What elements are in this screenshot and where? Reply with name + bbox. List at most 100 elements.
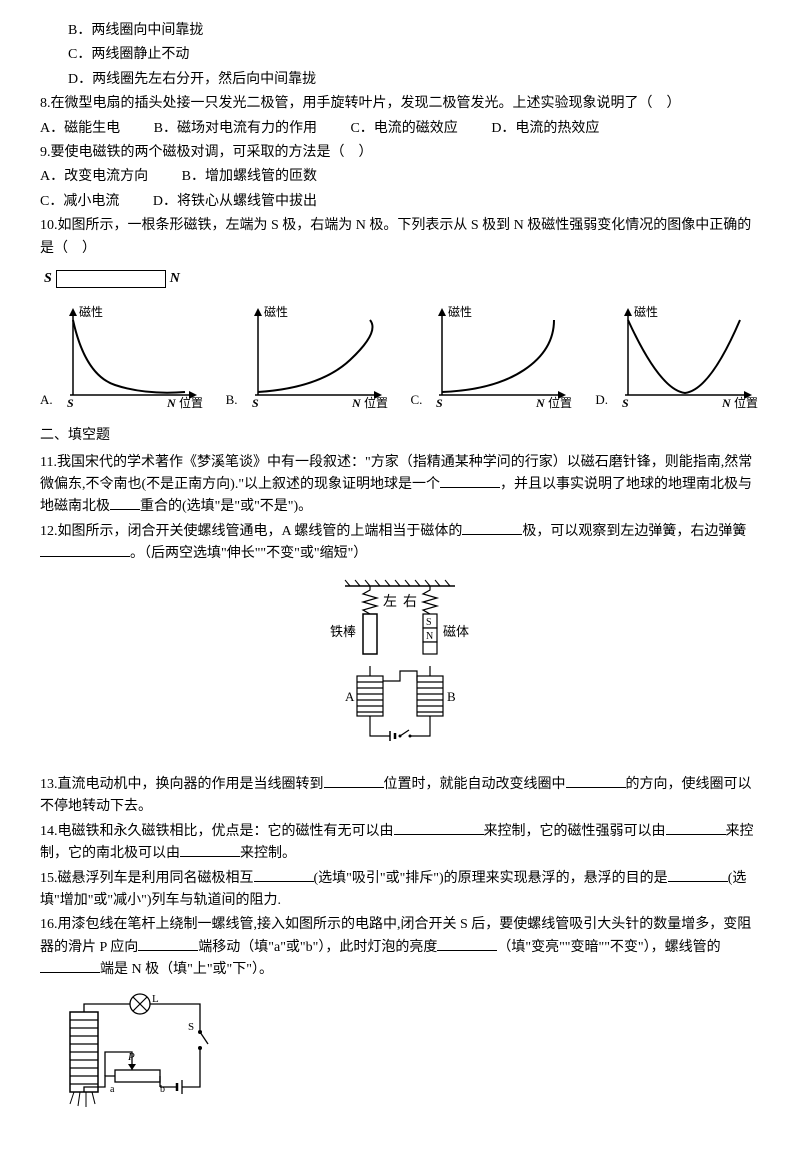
svg-text:磁性: 磁性 (448, 304, 472, 319)
svg-text:a: a (110, 1084, 115, 1095)
svg-text:位置: 位置 (734, 395, 758, 410)
graph-c-label: C. (410, 390, 422, 411)
coil-a (357, 666, 383, 716)
svg-text:S: S (67, 396, 74, 410)
svg-text:S: S (252, 396, 259, 410)
q16: 16.用漆包线在笔杆上绕制一螺线管,接入如图所示的电路中,闭合开关 S 后，要使… (40, 914, 760, 981)
svg-text:N: N (351, 396, 362, 410)
svg-text:S: S (426, 617, 432, 628)
q8-opt-b: B．磁场对电流有力的作用 (154, 121, 317, 136)
q10-stem: 10.如图所示，一根条形磁铁，左端为 S 极，右端为 N 极。下列表示从 S 极… (40, 215, 760, 260)
graph-d-label: D. (595, 390, 608, 411)
q12-part3: 。（后两空选填"伸长""不变"或"缩短"） (130, 546, 367, 561)
q11-blank1 (440, 474, 500, 488)
svg-text:b: b (160, 1084, 165, 1095)
q7-opt-c: C．两线圈静止不动 (40, 44, 760, 66)
graph-c-svg: 磁性 S N 位置 (424, 300, 574, 410)
q12-figure: 左 右 铁棒 S N 磁体 A B (40, 576, 760, 764)
q13-blank2 (566, 774, 626, 788)
svg-text:S: S (622, 396, 629, 410)
q12: 12.如图所示，闭合开关使螺线管通电，A 螺线管的上端相当于磁体的 极，可以观察到… (40, 521, 760, 566)
svg-text:左: 左 (383, 594, 397, 610)
svg-text:N: N (426, 631, 433, 642)
coil-b (417, 666, 443, 716)
q11-part3: 重合的(选填"是"或"不是")。 (140, 499, 312, 514)
svg-text:B: B (447, 689, 456, 704)
bar-magnet-figure: S N (40, 268, 760, 290)
q15-part2: (选填"吸引"或"排斥")的原理来实现悬浮的，悬浮的目的是 (314, 871, 668, 886)
q13-blank1 (324, 774, 384, 788)
graph-b-label: B. (226, 390, 238, 411)
q16-part4: 端是 N 极（填"上"或"下"）。 (100, 962, 273, 977)
q13-part2: 位置时，就能自动改变线圈中 (384, 777, 566, 792)
q9-opt-c: C．减小电流 (40, 194, 119, 209)
svg-text:磁性: 磁性 (264, 304, 288, 319)
q9-opt-d: D．将铁心从螺线管中拔出 (153, 194, 317, 209)
svg-text:右: 右 (403, 594, 417, 610)
svg-text:铁棒: 铁棒 (330, 624, 356, 639)
q7-opt-d: D．两线圈先左右分开，然后向中间靠拢 (40, 69, 760, 91)
magnet-n-label: N (170, 268, 180, 290)
svg-text:S: S (436, 396, 443, 410)
svg-text:N: N (535, 396, 546, 410)
q8-options: A．磁能生电 B．磁场对电流有力的作用 C．电流的磁效应 D．电流的热效应 (40, 118, 760, 140)
svg-text:位置: 位置 (364, 395, 388, 410)
q8-opt-c: C．电流的磁效应 (350, 121, 457, 136)
section-2-heading: 二、填空题 (40, 425, 760, 447)
svg-text:位置: 位置 (179, 395, 203, 410)
graph-a: A. 磁性 S N 位置 (40, 300, 205, 410)
q14-part2: 来控制，它的磁性强弱可以由 (484, 824, 666, 839)
graph-b: B. 磁性 S N 位置 (226, 300, 390, 410)
q12-blank2 (40, 543, 130, 557)
graph-c: C. 磁性 S N 位置 (410, 300, 574, 410)
q8-stem: 8.在微型电扇的插头处接一只发光二极管，用手旋转叶片，发现二极管发光。上述实验现… (40, 93, 760, 115)
q13-part1: 13.直流电动机中，换向器的作用是当线圈转到 (40, 777, 324, 792)
svg-text:A: A (345, 689, 355, 704)
magnet-s-label: S (44, 268, 52, 290)
q10-graphs: A. 磁性 S N 位置 B. 磁性 S N 位置 C. (40, 300, 760, 410)
graph-a-label: A. (40, 390, 53, 411)
q8-opt-d: D．电流的热效应 (491, 121, 599, 136)
svg-text:磁性: 磁性 (79, 304, 103, 319)
svg-text:L: L (152, 993, 159, 1005)
graph-a-svg: 磁性 S N 位置 (55, 300, 205, 410)
svg-text:P: P (127, 1051, 135, 1063)
q16-figure: L S P a b (60, 992, 760, 1130)
q15-blank2 (668, 868, 728, 882)
q16-part3: （填"变亮""变暗""不变"），螺线管的 (497, 940, 720, 955)
q9-options-row2: C．减小电流 D．将铁心从螺线管中拔出 (40, 191, 760, 213)
q16-part2: 端移动（填"a"或"b"），此时灯泡的亮度 (198, 940, 437, 955)
graph-d-svg: 磁性 S N 位置 (610, 300, 760, 410)
q9-options-row1: A．改变电流方向 B．增加螺线管的匝数 (40, 166, 760, 188)
q14-blank3 (180, 843, 240, 857)
q7-opt-b: B．两线圈向中间靠拢 (40, 20, 760, 42)
q9-stem: 9.要使电磁铁的两个磁极对调，可采取的方法是（ ） (40, 142, 760, 164)
q16-blank1 (138, 937, 198, 951)
q12-part2: 极，可以观察到左边弹簧，右边弹簧 (522, 524, 746, 539)
q13: 13.直流电动机中，换向器的作用是当线圈转到位置时，就能自动改变线圈中的方向，使… (40, 774, 760, 819)
q14-part4: 来控制。 (240, 846, 296, 861)
q15-part1: 15.磁悬浮列车是利用同名磁极相互 (40, 871, 254, 886)
graph-d: D. 磁性 S N 位置 (595, 300, 760, 410)
q8-opt-a: A．磁能生电 (40, 121, 120, 136)
q14-blank2 (666, 821, 726, 835)
q14: 14.电磁铁和永久磁铁相比，优点是：它的磁性有无可以由 来控制，它的磁性强弱可以由… (40, 821, 760, 866)
q15: 15.磁悬浮列车是利用同名磁极相互 (选填"吸引"或"排斥")的原理来实现悬浮的，… (40, 868, 760, 913)
q11-blank2 (110, 496, 140, 510)
q9-opt-a: A．改变电流方向 (40, 169, 148, 184)
svg-text:磁体: 磁体 (443, 624, 469, 639)
magnet-rect (56, 270, 166, 288)
svg-text:位置: 位置 (548, 395, 572, 410)
svg-text:N: N (721, 396, 732, 410)
q16-blank2 (437, 937, 497, 951)
q12-blank1 (462, 521, 522, 535)
q16-blank3 (40, 959, 100, 973)
q9-opt-b: B．增加螺线管的匝数 (182, 169, 317, 184)
q12-part1: 12.如图所示，闭合开关使螺线管通电，A 螺线管的上端相当于磁体的 (40, 524, 462, 539)
q14-blank1 (394, 821, 484, 835)
svg-text:S: S (188, 1021, 194, 1033)
q14-part1: 14.电磁铁和永久磁铁相比，优点是：它的磁性有无可以由 (40, 824, 394, 839)
svg-text:N: N (166, 396, 177, 410)
svg-text:磁性: 磁性 (634, 304, 658, 319)
graph-b-svg: 磁性 S N 位置 (240, 300, 390, 410)
